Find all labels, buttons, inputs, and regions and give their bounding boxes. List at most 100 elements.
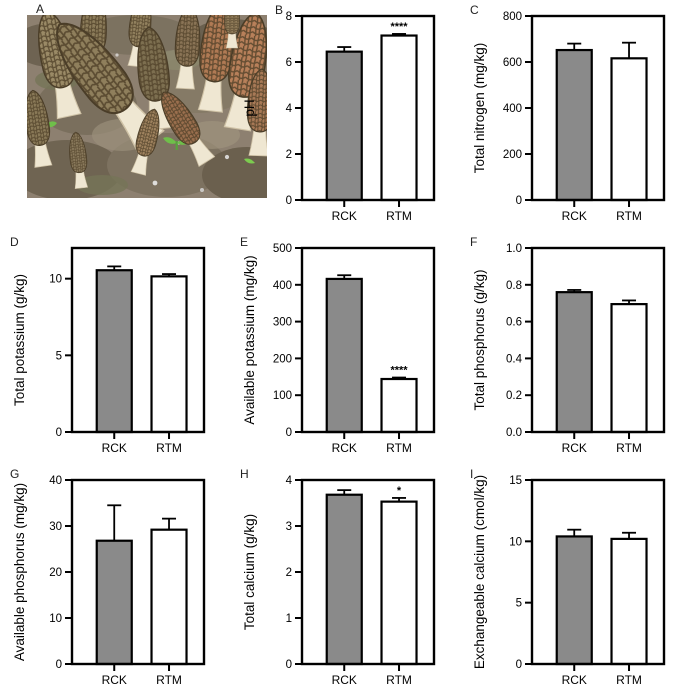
y-tick-label: 500 (273, 243, 292, 255)
y-tick-label: 200 (503, 149, 522, 161)
bar-RCK (325, 493, 363, 666)
bar-RCK (325, 50, 363, 202)
plot-frame (300, 14, 436, 202)
y-tick-label: 0 (286, 659, 292, 671)
panel-I: I 0 5 10 15 RCK RTM Exchangeable calcium (cmol/… (460, 464, 690, 696)
y-tick-label: 15 (509, 475, 522, 487)
bar-RTM (380, 34, 418, 202)
bar-chart-exchangeable-calcium: I 0 5 10 15 RCK RTM Exchangeable calcium (cmol/… (470, 467, 666, 687)
y-axis-label: Total potassium (g/kg) (12, 274, 27, 406)
y-tick-label: 0.4 (506, 353, 523, 365)
y-tick-label: 4 (286, 103, 293, 115)
category-label: RTM (156, 441, 182, 455)
category-label: RTM (386, 441, 412, 455)
y-tick-label: 0.0 (506, 427, 522, 439)
y-tick-label: 0.8 (506, 280, 522, 292)
panel-letter-B: B (275, 3, 283, 17)
bar-RCK (95, 539, 133, 666)
category-label: RCK (102, 441, 127, 455)
bar-chart-pH: B 0 2 4 6 8 RCK **** RTM pH (242, 3, 436, 223)
y-tick-label: 0 (56, 427, 62, 439)
category-label: RTM (386, 209, 412, 223)
category-label: RCK (332, 441, 357, 455)
category-label: RCK (102, 673, 127, 687)
panel-B: B 0 2 4 6 8 RCK **** RTM pH (230, 0, 460, 232)
panel-G: G 0 10 20 30 40 RCK RTM Available phosphorus (mg… (0, 464, 230, 696)
y-tick-label: 2 (286, 149, 292, 161)
y-axis-label: Available phosphorus (mg/kg) (12, 483, 27, 661)
bar-chart-available-phosphorus: G 0 10 20 30 40 RCK RTM Available phosphorus (mg… (10, 467, 206, 687)
bar-RTM (610, 537, 648, 666)
y-tick-label: 4 (286, 475, 293, 487)
bar-chart-total-phosphorus: F 0.0 0.2 0.4 0.6 0.8 1.0 RCK RTM Total phosphoru… (470, 235, 666, 455)
y-tick-label: 20 (49, 567, 62, 579)
bar-chart-total-calcium: H 0 1 2 3 4 RCK * RTM Total calcium (g/kg) (240, 467, 436, 687)
bar-RTM (380, 377, 418, 434)
y-tick-label: 40 (49, 475, 62, 487)
y-tick-label: 0 (286, 195, 292, 207)
category-label: RTM (616, 673, 642, 687)
y-tick-label: 600 (503, 57, 522, 69)
bar-RTM (610, 303, 648, 434)
category-label: RCK (332, 209, 357, 223)
morel-mushrooms-photo (12, 0, 292, 203)
y-tick-label: 0.6 (506, 317, 522, 329)
panel-letter-D: D (10, 235, 19, 249)
y-tick-label: 10 (509, 536, 522, 548)
y-tick-label: 0 (286, 427, 292, 439)
bar-RTM (150, 528, 188, 666)
y-tick-label: 300 (273, 317, 292, 329)
bar-RTM (150, 275, 188, 434)
category-label: RTM (386, 673, 412, 687)
significance-stars: **** (390, 365, 408, 377)
y-tick-label: 1.0 (506, 243, 522, 255)
bar-RTM (610, 57, 648, 202)
bar-RTM (380, 500, 418, 666)
y-tick-label: 1 (286, 613, 292, 625)
category-label: RCK (562, 441, 587, 455)
panel-H: H 0 1 2 3 4 RCK * RTM Total calcium (g/kg) (230, 464, 460, 696)
significance-stars: **** (390, 21, 408, 33)
plot-frame (70, 246, 206, 434)
y-tick-label: 200 (273, 353, 292, 365)
plot-frame (70, 478, 206, 666)
y-axis-label: Total phosphorus (g/kg) (472, 269, 487, 410)
y-tick-label: 800 (503, 11, 522, 23)
plot-frame (530, 14, 666, 202)
panel-letter-H: H (240, 467, 249, 481)
y-axis-label: Available potassium (mg/kg) (242, 255, 257, 424)
bar-RCK (325, 277, 363, 434)
plot-frame (530, 246, 666, 434)
category-label: RTM (616, 441, 642, 455)
y-tick-label: 0 (56, 659, 62, 671)
y-tick-label: 6 (286, 57, 292, 69)
y-tick-label: 100 (273, 390, 292, 402)
y-tick-label: 0.2 (506, 390, 522, 402)
bar-chart-total-potassium: D 0 5 10 RCK RTM Total potassium (g/kg) (10, 235, 206, 455)
panel-letter-E: E (240, 235, 248, 249)
bar-RCK (555, 291, 593, 434)
y-tick-label: 400 (273, 280, 292, 292)
y-tick-label: 3 (286, 521, 292, 533)
y-tick-label: 10 (49, 613, 62, 625)
bar-chart-available-potassium: E 0 100 200 300 400 500 RCK **** RTM Available pot… (240, 235, 436, 455)
panel-D: D 0 5 10 RCK RTM Total potassium (g/kg) (0, 232, 230, 464)
category-label: RCK (332, 673, 357, 687)
y-axis-label: Total calcium (g/kg) (242, 514, 257, 630)
plot-frame (300, 478, 436, 666)
y-tick-label: 400 (503, 103, 522, 115)
panel-letter-C: C (470, 3, 479, 17)
y-axis-label: Total nitrogen (mg/kg) (472, 43, 487, 174)
panel-letter-A: A (36, 2, 45, 16)
bar-RCK (95, 269, 133, 434)
panel-E: E 0 100 200 300 400 500 RCK **** RTM Available pot… (230, 232, 460, 464)
bar-RCK (555, 535, 593, 666)
category-label: RCK (562, 209, 587, 223)
category-label: RTM (156, 673, 182, 687)
y-tick-label: 10 (49, 274, 62, 286)
significance-stars: * (397, 485, 402, 497)
category-label: RCK (562, 673, 587, 687)
panel-letter-G: G (10, 467, 19, 481)
plot-frame (530, 478, 666, 666)
